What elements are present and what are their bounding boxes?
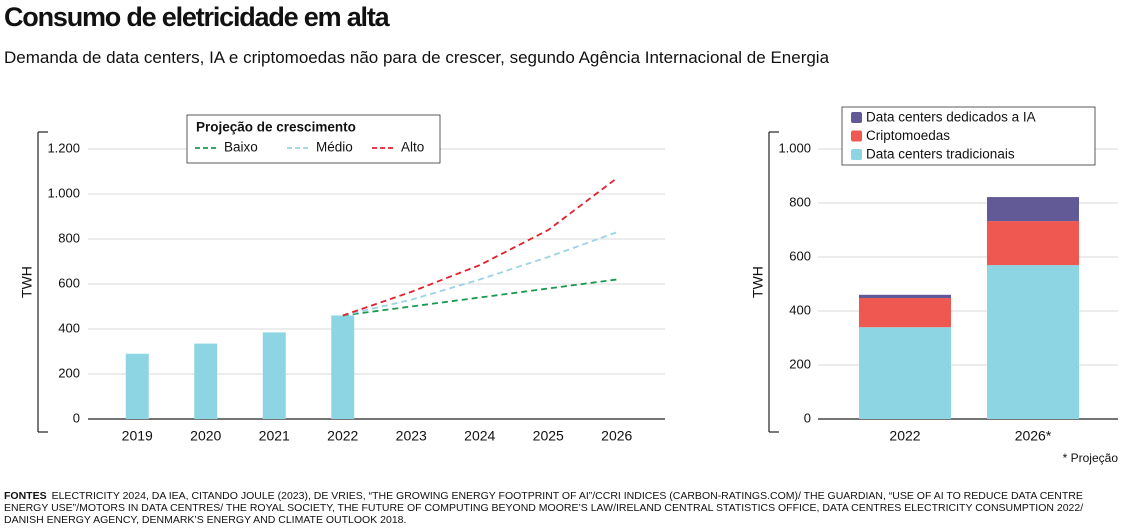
- bar: [194, 343, 218, 419]
- y-axis-label: TWH: [19, 266, 35, 298]
- y-tick-label: 1.000: [778, 140, 811, 155]
- y-tick-label: 800: [58, 230, 80, 245]
- projection-line: [342, 177, 618, 317]
- x-tick-label: 2023: [396, 428, 427, 444]
- subtitle: Demanda de data centers, IA e criptomoed…: [4, 48, 830, 67]
- title: Consumo de eletricidade em alta: [4, 2, 390, 32]
- y-tick-label: 1.000: [47, 185, 80, 200]
- y-tick-label: 600: [789, 248, 811, 263]
- y-tick-label: 400: [58, 320, 80, 335]
- sources-label: FONTES: [4, 490, 47, 502]
- y-tick-label: 1.200: [47, 140, 80, 155]
- projection-line: [342, 231, 618, 317]
- sources-text: Electricity 2024, da IEA, citando Joule …: [4, 490, 1084, 526]
- legend-title: Projeção de crescimento: [196, 120, 356, 135]
- charts: * Projeção TWH 0 200 400 600 800 1.000 1.200 201…: [19, 106, 1119, 465]
- note: * Projeção: [1063, 451, 1119, 465]
- legend-swatch: [851, 112, 862, 123]
- bar-segment: [987, 265, 1079, 419]
- x-tick-label: 2026: [601, 428, 632, 444]
- legend-label: Baixo: [224, 140, 258, 155]
- legend-swatch: [851, 149, 862, 160]
- bar: [125, 353, 149, 419]
- bar-segment: [987, 197, 1079, 222]
- legend-label: Criptomoedas: [866, 128, 950, 143]
- bar-segment: [987, 221, 1079, 266]
- legend-box: [841, 106, 1096, 166]
- sources: FONTES Electricity 2024, da IEA, citando …: [4, 490, 1124, 526]
- bar: [331, 315, 355, 419]
- y-tick-label: 200: [789, 356, 811, 371]
- y-tick-label: 0: [73, 410, 80, 425]
- bar: [262, 332, 286, 419]
- x-tick-label: 2022: [327, 428, 358, 444]
- legend-label: Data centers dedicados a IA: [866, 110, 1036, 125]
- x-tick-label: 2024: [464, 428, 495, 444]
- x-tick-label: 2021: [259, 428, 290, 444]
- legend-swatch: [851, 130, 862, 142]
- x-tick-label: 2026*: [1015, 428, 1052, 444]
- y-axis-label: TWH: [750, 266, 766, 298]
- y-tick-label: 200: [58, 365, 80, 380]
- y-tick-label: 400: [789, 302, 811, 317]
- legend-label: Médio: [316, 140, 353, 155]
- y-tick-label: 0: [804, 410, 811, 425]
- x-tick-label: 2019: [122, 428, 153, 444]
- projection-line: [342, 278, 617, 317]
- y-tick-label: 800: [789, 194, 811, 209]
- legend-box: [186, 114, 441, 164]
- bar-segment: [859, 294, 951, 299]
- legend-label: Data centers tradicionais: [866, 147, 1015, 162]
- x-tick-label: 2022: [889, 428, 920, 444]
- legend-label: Alto: [401, 140, 424, 155]
- y-tick-label: 600: [58, 275, 80, 290]
- bar-segment: [859, 298, 951, 328]
- x-tick-label: 2025: [533, 428, 564, 444]
- x-tick-label: 2020: [190, 428, 221, 444]
- bar-segment: [859, 327, 951, 419]
